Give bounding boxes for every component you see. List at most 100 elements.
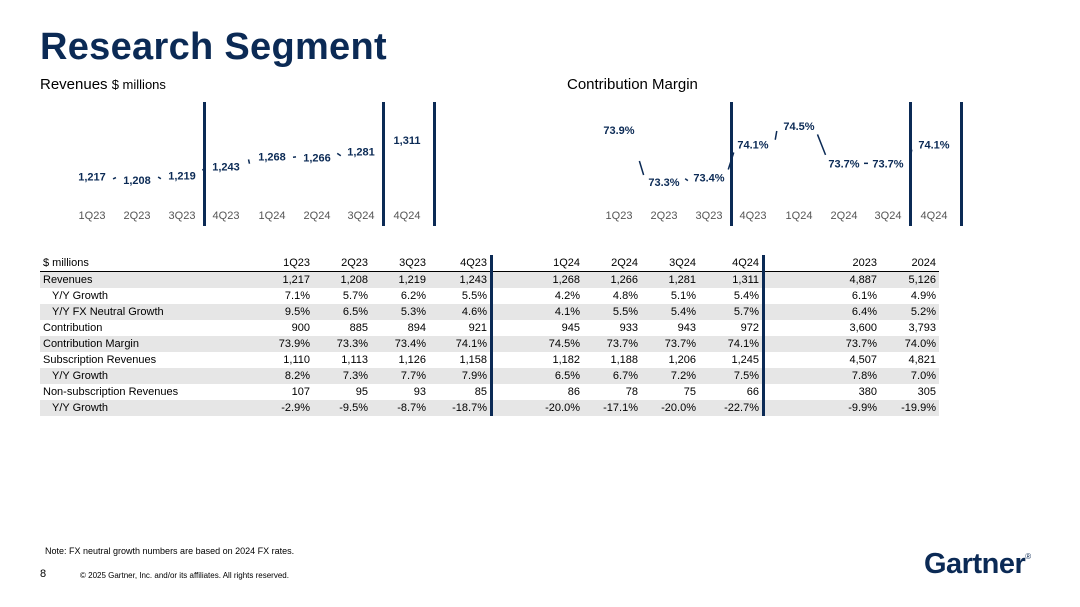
table-cell: -9.5%	[313, 400, 371, 416]
table-row: Subscription Revenues 1,110 1,113 1,126 1,15…	[40, 352, 939, 368]
period-divider	[909, 102, 912, 226]
table-cell: 6.5%	[313, 304, 371, 320]
table-cell: 73.7%	[583, 336, 641, 352]
table-cell: 933	[619, 322, 638, 334]
x-tick-label: 3Q23	[696, 210, 723, 222]
table-cell: 4.8%	[612, 290, 638, 302]
table-cell: 5.5%	[429, 288, 493, 304]
table-cell: 7.3%	[313, 368, 371, 384]
table-row: Revenues 1,217 1,208 1,219 1,243 1,268 1,266 1,…	[40, 271, 939, 288]
table-cell: 78	[625, 386, 638, 398]
data-label: 73.9%	[603, 125, 634, 137]
table-cell: 5.7%	[699, 304, 765, 320]
table-cell: 1,266	[583, 271, 641, 288]
x-tick-label: 3Q24	[875, 210, 902, 222]
table-cell: 945	[561, 322, 580, 334]
table-column-header: 4Q23	[429, 255, 493, 272]
table-cell: 6.5%	[491, 368, 583, 384]
logo-text: Gartner	[924, 548, 1026, 580]
table-cell: 1,206	[668, 354, 696, 366]
row-label: Y/Y Growth	[52, 290, 109, 302]
table-column-header: 2024	[880, 255, 939, 272]
x-tick-label: 1Q23	[606, 210, 633, 222]
table-column-header: 3Q24	[641, 255, 699, 272]
table-cell: 75	[683, 386, 696, 398]
table-column-header: 2Q24	[583, 255, 641, 272]
table-cell: -20.0%	[491, 400, 583, 416]
table-cell: 73.9%	[245, 336, 313, 352]
table-column-header: 1Q23	[245, 255, 313, 272]
table-cell: 4,821	[908, 354, 936, 366]
table-cell: 73.7%	[763, 336, 880, 352]
table-cell: 74.1%	[699, 336, 765, 352]
x-tick-label: 4Q23	[740, 210, 767, 222]
data-label: 1,217	[78, 172, 106, 184]
table-row: Non-subscription Revenues 107 95 93 85 86 78 75…	[40, 384, 939, 400]
row-label: Contribution	[43, 322, 103, 334]
table-cell: 7.1%	[284, 290, 310, 302]
table-cell: 6.4%	[763, 304, 880, 320]
row-label: Contribution Margin	[40, 336, 245, 352]
table-cell: 95	[355, 386, 368, 398]
period-divider	[382, 102, 385, 226]
x-tick-label: 3Q23	[169, 210, 196, 222]
x-tick-label: 2Q24	[831, 210, 858, 222]
x-tick-label: 2Q23	[651, 210, 678, 222]
revenues-chart-unit: $ millions	[111, 77, 166, 92]
table-cell: 5,126	[880, 271, 939, 288]
table-header-row: $ millions 1Q23 2Q23 3Q23 4Q23 1Q24 2Q24 3Q24 4Q…	[40, 255, 939, 272]
data-label: 1,208	[123, 175, 151, 187]
table-cell: 380	[858, 386, 877, 398]
table-cell: 900	[291, 322, 310, 334]
table-cell: 93	[413, 386, 426, 398]
contribution-margin-chart: 73.9% 73.3% 73.4% 74.1% 74.5% 73.7% 73.7% 74.1%…	[603, 102, 963, 226]
series-line-segment	[638, 160, 645, 176]
table-cell: -17.1%	[583, 400, 641, 416]
table-column-header: 3Q23	[371, 255, 429, 272]
table-cell: 73.7%	[641, 336, 699, 352]
table-row: Contribution 900 885 894 921 945 933 943 972 3,60…	[40, 320, 939, 336]
table-cell: -9.9%	[763, 400, 880, 416]
table-cell: 885	[349, 322, 368, 334]
footnote: Note: FX neutral growth numbers are base…	[45, 546, 295, 556]
series-line-segment	[336, 152, 342, 157]
series-line-segment	[157, 176, 162, 180]
table-cell: -2.9%	[245, 400, 313, 416]
page-title: Research Segment	[40, 26, 387, 68]
period-divider	[203, 102, 206, 226]
table-cell: 4.9%	[910, 290, 936, 302]
series-line-segment	[684, 178, 689, 182]
table-cell: 1,208	[313, 271, 371, 288]
table-cell: -22.7%	[699, 400, 765, 416]
series-line-segment	[112, 176, 117, 180]
data-label: 73.7%	[828, 158, 859, 170]
table-cell: 1,245	[699, 352, 765, 368]
table-cell: 7.8%	[763, 368, 880, 384]
table-cell: 3,793	[908, 322, 936, 334]
table-cell: 86	[567, 386, 580, 398]
data-label: 1,266	[303, 152, 331, 164]
table-cell: -8.7%	[371, 400, 429, 416]
table-cell: 7.7%	[371, 368, 429, 384]
table-row: Y/Y Growth -2.9% -9.5% -8.7% -18.7% -20.0% -17…	[40, 400, 939, 416]
table-cell: 74.0%	[880, 336, 939, 352]
x-tick-label: 2Q24	[304, 210, 331, 222]
table-cell: 4.6%	[429, 304, 493, 320]
table-cell: 7.0%	[880, 368, 939, 384]
table-column-header: 2Q23	[313, 255, 371, 272]
table-cell: 5.5%	[583, 304, 641, 320]
table-column-header: 2023	[763, 255, 880, 272]
copyright: © 2025 Gartner, Inc. and/or its affiliat…	[80, 571, 289, 580]
table-cell: 74.1%	[429, 336, 493, 352]
data-label: 1,281	[347, 147, 375, 159]
table-cell: 107	[291, 386, 310, 398]
data-label: 1,243	[212, 161, 240, 173]
table-cell: 5.4%	[641, 304, 699, 320]
data-label: 74.1%	[918, 140, 949, 152]
row-label: Y/Y Growth	[40, 400, 245, 416]
page-number: 8	[40, 568, 47, 580]
table-cell: 1,188	[610, 354, 638, 366]
table-cell: 1,281	[641, 271, 699, 288]
table-cell: 305	[917, 386, 936, 398]
data-label: 73.3%	[648, 177, 679, 189]
